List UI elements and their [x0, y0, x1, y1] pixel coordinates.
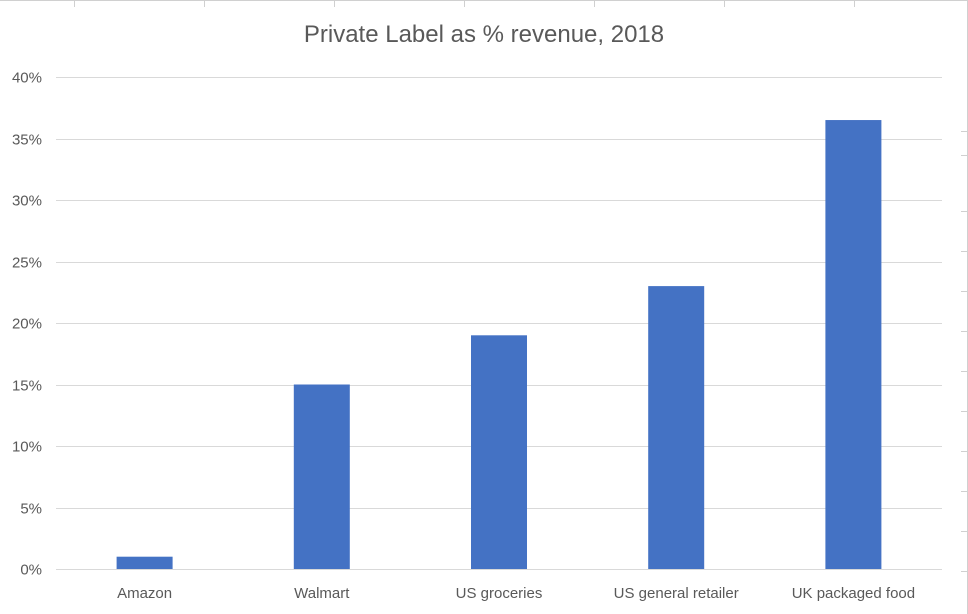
sheet-row-divider — [961, 155, 967, 156]
sheet-row-divider — [961, 291, 967, 292]
x-axis-tick-labels: Amazon Walmart US groceries US general reta… — [117, 585, 915, 602]
y-tick-label: 40% — [12, 70, 42, 87]
x-tick-label: US groceries — [456, 585, 543, 602]
bar-amazon — [116, 556, 173, 569]
x-tick-label: UK packaged food — [792, 585, 915, 602]
sheet-row-divider — [961, 411, 967, 412]
sheet-row-divider — [961, 571, 967, 572]
y-tick-label: 0% — [20, 562, 42, 579]
sheet-row-divider — [961, 331, 967, 332]
bar-us-general-retailer — [648, 286, 705, 569]
chart-title: Private Label as % revenue, 2018 — [303, 21, 665, 48]
sheet-column-divider — [464, 1, 465, 7]
sheet-row-divider — [961, 131, 967, 132]
sheet-row-divider — [961, 451, 967, 452]
sheet-column-divider — [334, 1, 335, 7]
y-tick-label: 25% — [12, 255, 42, 272]
sheet-row-divider — [961, 251, 967, 252]
bar-us-groceries — [471, 335, 527, 569]
bar-walmart — [293, 384, 350, 569]
bars — [116, 120, 882, 570]
y-tick-label: 20% — [12, 316, 42, 333]
y-tick-label: 5% — [20, 501, 42, 518]
sheet-column-divider — [594, 1, 595, 7]
sheet-row-divider — [961, 371, 967, 372]
x-tick-label: Amazon — [117, 585, 172, 602]
sheet-column-divider — [724, 1, 725, 7]
y-tick-label: 10% — [12, 439, 42, 456]
y-tick-label: 35% — [12, 132, 42, 149]
sheet-column-divider — [74, 1, 75, 7]
sheet-row-divider — [961, 211, 967, 212]
x-tick-label: US general retailer — [614, 585, 739, 602]
sheet-row-divider — [961, 491, 967, 492]
sheet-column-divider — [854, 1, 855, 7]
sheet-row-divider — [961, 531, 967, 532]
x-tick-label: Walmart — [294, 585, 350, 602]
sheet-column-divider — [204, 1, 205, 7]
y-tick-label: 15% — [12, 378, 42, 395]
bar-uk-packaged-food — [825, 120, 882, 570]
y-tick-label: 30% — [12, 193, 42, 210]
y-axis-tick-labels: 0% 5% 10% 15% 20% 25% 30% 35% 40% — [12, 70, 42, 579]
